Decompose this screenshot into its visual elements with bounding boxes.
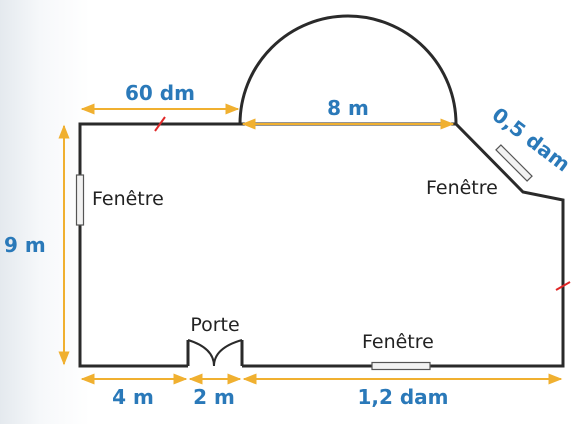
wall-outline bbox=[78, 122, 565, 368]
window-left-symbol bbox=[75, 174, 85, 226]
dimension-label-top-left: 60 dm bbox=[125, 81, 195, 105]
tick-mark-top bbox=[154, 116, 166, 132]
dimension-label-bottom-left: 4 m bbox=[112, 385, 154, 409]
window-bottom-symbol bbox=[371, 361, 431, 371]
window-label-left: Fenêtre bbox=[92, 188, 164, 210]
dimension-label-left-height: 9 m bbox=[4, 233, 46, 257]
window-label-bottom: Fenêtre bbox=[362, 331, 434, 353]
dimension-label-diagonal: 0,5 dam bbox=[488, 102, 575, 176]
dimension-label-top-middle: 8 m bbox=[327, 96, 369, 120]
tick-mark-right bbox=[555, 281, 571, 291]
dimension-label-bottom-door: 2 m bbox=[193, 385, 235, 409]
window-diagonal-symbol bbox=[495, 144, 533, 182]
door-label: Porte bbox=[190, 314, 239, 336]
door-symbol bbox=[186, 339, 244, 367]
dimension-label-bottom-right: 1,2 dam bbox=[357, 385, 448, 409]
semicircle-wall bbox=[238, 14, 458, 125]
window-label-right: Fenêtre bbox=[426, 177, 498, 199]
